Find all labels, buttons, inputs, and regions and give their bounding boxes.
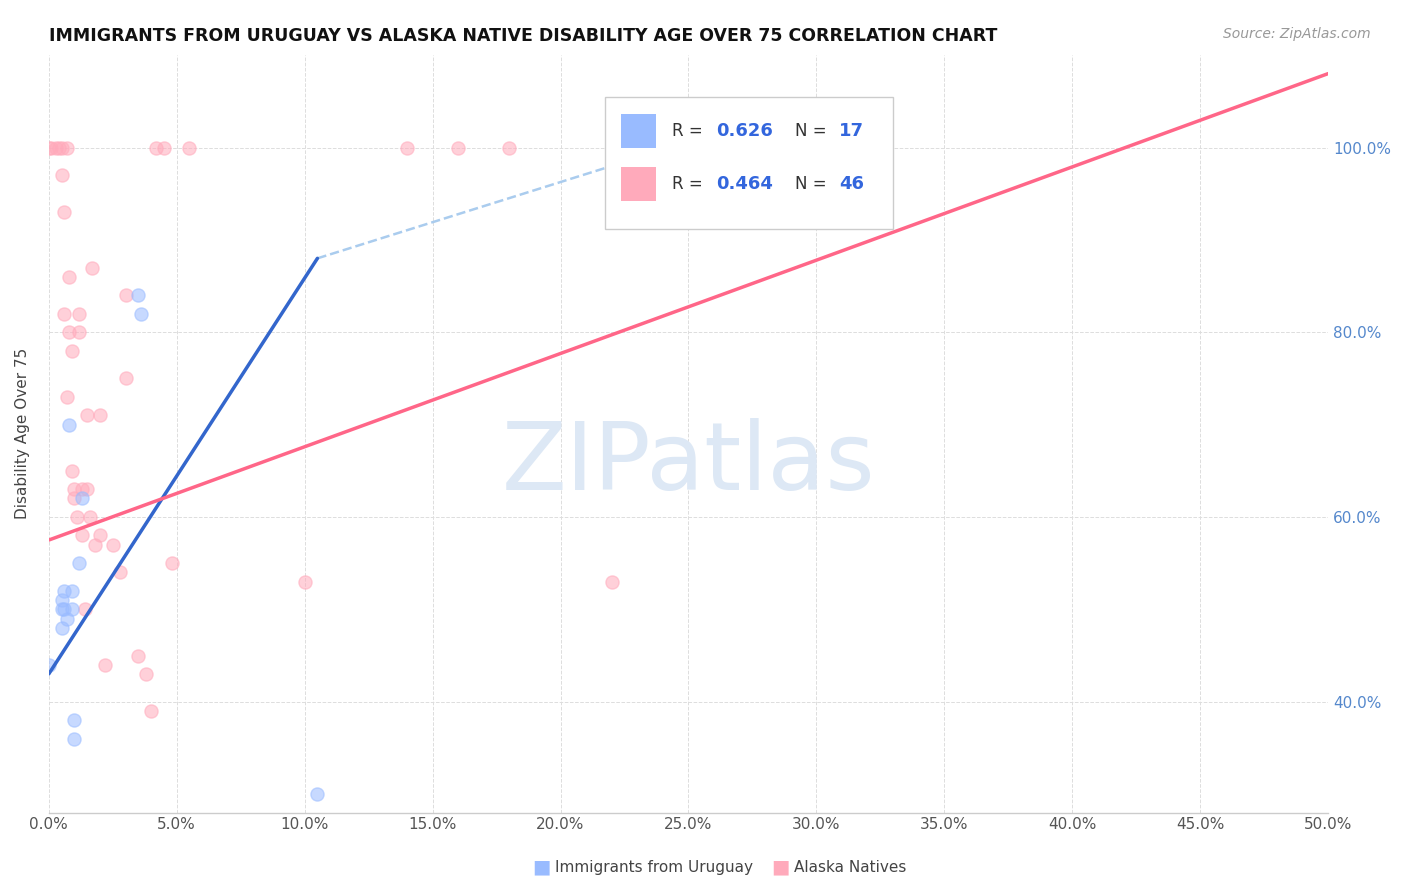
Point (51, 602, 73, 616)
Point (160, 556, 183, 570)
Text: R =: R = (672, 175, 703, 193)
Point (60, 583, 83, 598)
Text: R =: R = (672, 122, 703, 140)
Point (70, 482, 93, 496)
Point (110, 566, 132, 580)
Point (38, 657, 60, 672)
Point (498, 140, 520, 154)
Point (127, 648, 149, 663)
Point (101, 538, 124, 552)
Point (83, 538, 105, 552)
Point (51, 140, 73, 154)
Point (63, 491, 86, 506)
Point (76, 482, 98, 496)
Point (127, 288, 149, 302)
Point (69, 307, 91, 321)
Point (600, 574, 623, 589)
Bar (620, 167, 657, 201)
Text: Immigrants from Uruguay: Immigrants from Uruguay (555, 860, 754, 874)
Text: ZIPatlas: ZIPatlas (502, 418, 876, 510)
Text: IMMIGRANTS FROM URUGUAY VS ALASKA NATIVE DISABILITY AGE OVER 75 CORRELATION CHAR: IMMIGRANTS FROM URUGUAY VS ALASKA NATIVE… (49, 27, 998, 45)
Point (58, 269, 80, 284)
Point (94, 657, 117, 672)
Point (69, 556, 91, 570)
Point (53, 602, 76, 616)
Text: N =: N = (794, 122, 827, 140)
Text: 0.626: 0.626 (717, 122, 773, 140)
Point (70, 491, 93, 506)
Point (39, 140, 62, 154)
Point (51, 593, 73, 607)
Point (76, 409, 98, 423)
Point (63, 482, 86, 496)
Point (79, 510, 101, 524)
Point (45, 140, 67, 154)
Point (129, 307, 152, 321)
Text: ■: ■ (770, 857, 790, 877)
Point (53, 205, 76, 219)
Point (38, 140, 60, 154)
Point (53, 583, 76, 598)
Point (294, 574, 316, 589)
Y-axis label: Disability Age Over 75: Disability Age Over 75 (15, 348, 30, 519)
Point (139, 704, 162, 718)
Point (58, 417, 80, 432)
Point (70, 528, 93, 542)
Point (55, 390, 77, 404)
Point (73, 602, 96, 616)
Point (89, 528, 111, 542)
Point (60, 602, 83, 616)
Point (307, 787, 329, 801)
Text: N =: N = (794, 175, 827, 193)
Point (63, 713, 86, 727)
Text: 17: 17 (839, 122, 865, 140)
Point (69, 325, 91, 339)
Point (63, 731, 86, 746)
Point (135, 667, 157, 681)
Point (48, 140, 70, 154)
Point (179, 140, 201, 154)
Point (51, 621, 73, 635)
Point (51, 168, 73, 182)
Point (82, 260, 104, 275)
Bar (620, 114, 657, 148)
Text: ■: ■ (531, 857, 551, 877)
Text: Alaska Natives: Alaska Natives (794, 860, 907, 874)
Text: Source: ZipAtlas.com: Source: ZipAtlas.com (1223, 27, 1371, 41)
Point (66, 510, 89, 524)
Point (53, 307, 76, 321)
FancyBboxPatch shape (606, 97, 893, 229)
Point (395, 140, 418, 154)
Point (89, 409, 111, 423)
Point (60, 464, 83, 478)
Point (60, 343, 83, 358)
Point (145, 140, 167, 154)
Text: 0.464: 0.464 (717, 175, 773, 193)
Point (58, 325, 80, 339)
Point (55, 611, 77, 625)
Point (114, 288, 136, 302)
Point (114, 371, 136, 385)
Point (153, 140, 176, 154)
Point (447, 140, 470, 154)
Text: 46: 46 (839, 175, 865, 193)
Point (55, 140, 77, 154)
